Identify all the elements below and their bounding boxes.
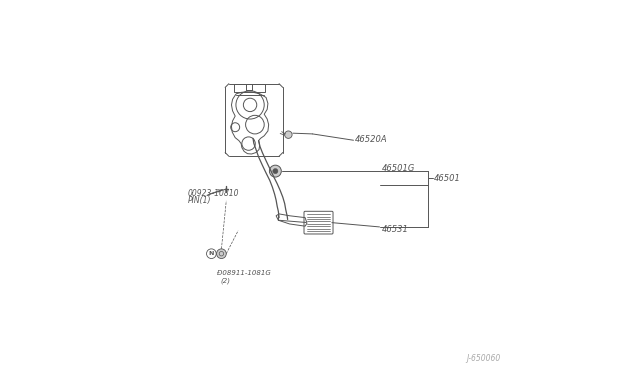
Text: Ð08911-1081G: Ð08911-1081G (216, 270, 270, 276)
Circle shape (273, 169, 278, 174)
Circle shape (285, 131, 292, 138)
Text: 00923-10810: 00923-10810 (188, 189, 239, 198)
Text: J-650060: J-650060 (466, 354, 500, 363)
Text: (2): (2) (220, 278, 230, 284)
Text: 46501G: 46501G (381, 164, 415, 173)
Text: 46531: 46531 (381, 225, 408, 234)
Text: 46520A: 46520A (355, 135, 387, 144)
Text: PIN(1): PIN(1) (188, 196, 211, 205)
Text: N: N (209, 251, 214, 256)
Circle shape (269, 165, 282, 177)
Circle shape (216, 249, 227, 259)
Text: 46501: 46501 (434, 174, 461, 183)
